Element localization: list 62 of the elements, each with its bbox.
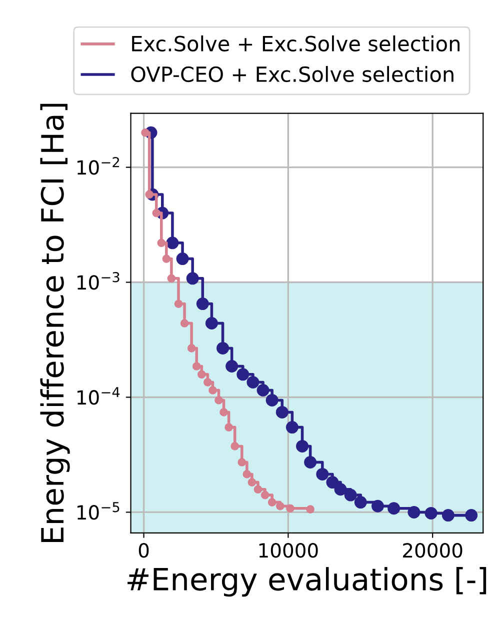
x-tick-label: 10000: [259, 543, 318, 558]
point: [176, 252, 189, 266]
legend-label: Exc.Solve + Exc.Solve selection: [132, 35, 460, 52]
y-tick-label: 10$^{−3}$: [78, 272, 120, 290]
point: [238, 458, 246, 466]
point: [256, 384, 270, 397]
point: [224, 423, 233, 432]
point: [204, 378, 212, 386]
x-axis-title: #Energy evaluations [-]: [128, 567, 486, 597]
point: [254, 485, 262, 494]
point: [344, 488, 357, 502]
point: [167, 274, 176, 283]
point: [354, 496, 367, 509]
point: [230, 442, 240, 450]
y-axis-title: Energy difference to FCI [Ha]: [40, 104, 70, 542]
point: [304, 456, 317, 468]
point: [442, 509, 454, 522]
point: [276, 502, 284, 510]
point: [220, 408, 228, 416]
point: [214, 396, 223, 404]
point: [326, 476, 339, 489]
legend-label: OVP-CEO + Exc.Solve selection: [131, 66, 454, 82]
point: [242, 470, 252, 478]
point: [316, 468, 329, 480]
point: [371, 500, 384, 512]
point: [141, 128, 150, 137]
point: [174, 300, 183, 308]
point: [162, 254, 171, 263]
point: [296, 440, 309, 452]
point: [334, 483, 347, 496]
point: [268, 498, 276, 506]
point: [388, 502, 400, 515]
y-tick-label: 10$^{−2}$: [78, 156, 119, 175]
point: [180, 319, 189, 328]
point: [205, 317, 218, 330]
point: [166, 236, 179, 250]
point: [157, 238, 166, 248]
point: [248, 478, 256, 486]
x-tick-label: 0: [138, 543, 149, 558]
point: [196, 298, 209, 310]
point: [246, 376, 260, 389]
point: [186, 272, 199, 285]
point: [187, 344, 196, 352]
point: [408, 506, 420, 518]
point: [197, 370, 206, 379]
point: [152, 208, 161, 218]
point: [306, 505, 314, 514]
point: [260, 490, 270, 500]
point: [424, 506, 438, 520]
point: [236, 368, 250, 381]
point: [192, 362, 201, 370]
point: [266, 394, 278, 406]
x-tick-label: 20000: [403, 543, 462, 558]
y-tick-label: 10$^{−4}$: [78, 387, 120, 405]
point: [216, 342, 230, 354]
point: [226, 360, 238, 373]
point: [276, 406, 288, 418]
point: [208, 386, 217, 394]
point: [286, 421, 298, 434]
point: [286, 504, 294, 513]
point: [465, 509, 478, 522]
y-tick-label: 10$^{−5}$: [78, 502, 120, 520]
